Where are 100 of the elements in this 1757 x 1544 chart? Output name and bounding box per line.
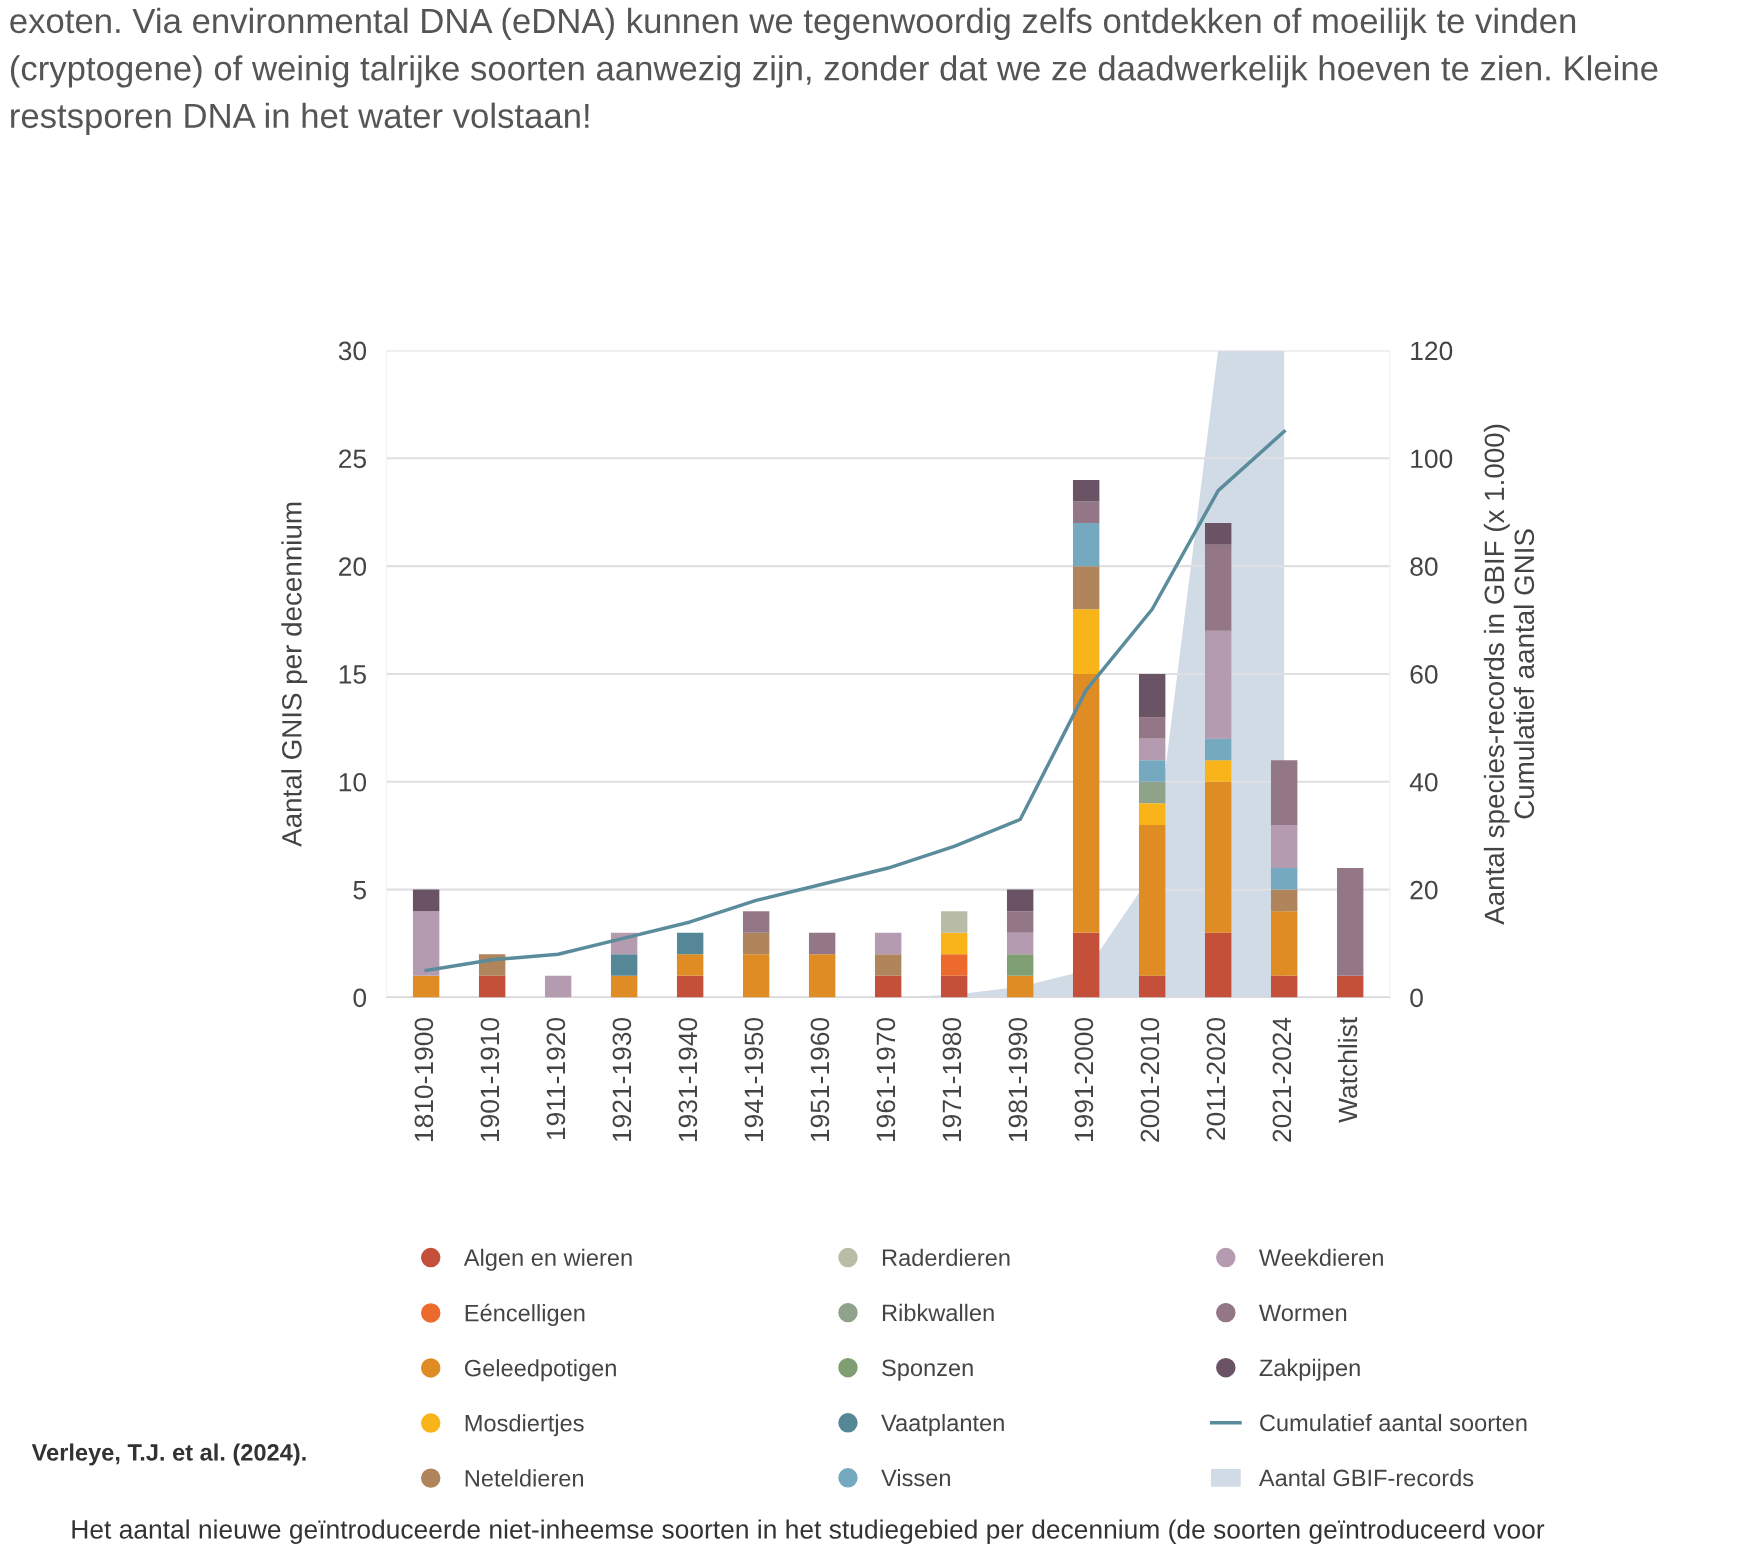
text: Het aantal nieuwe geïntroduceerde niet-inheemse soorten in het studiegebied per decennium (de soorten geïntroduceerd voor	[72, 1519, 1545, 1544]
legend-label: Mosdiertjes	[465, 1414, 584, 1437]
bar	[1072, 609, 1100, 674]
bar	[1204, 781, 1232, 933]
bar	[412, 889, 440, 912]
bar	[1138, 717, 1166, 739]
bar	[1270, 889, 1298, 912]
x-tick-label: 1911-1920	[546, 1017, 566, 1140]
x-tick-label: 1971-1980	[942, 1017, 962, 1142]
bar	[874, 932, 902, 955]
bar	[1072, 501, 1100, 523]
y-axis-title: Aantal GNIS per decennium	[281, 502, 308, 847]
legend-label: Algen en wieren	[463, 1248, 632, 1271]
bar	[808, 932, 836, 955]
bar	[412, 975, 440, 998]
legend-label: Neteldieren	[465, 1469, 584, 1487]
bar	[1006, 889, 1034, 912]
bar	[676, 975, 704, 998]
bar	[1270, 911, 1298, 976]
bar	[412, 911, 440, 976]
bar	[1270, 824, 1298, 869]
y-tick-label: 0	[353, 988, 367, 1008]
bar	[742, 932, 770, 955]
bar	[742, 954, 770, 998]
bar	[1138, 760, 1166, 782]
x-tick-label: 2001-2010	[1140, 1017, 1160, 1142]
bar	[1270, 760, 1298, 825]
bar	[1204, 760, 1232, 782]
y-tick-label: 30	[338, 341, 367, 361]
bar	[1204, 544, 1232, 631]
bar	[1204, 630, 1232, 739]
legend-label: Cumulatief aantal soorten	[1260, 1413, 1527, 1432]
x-tick-label: 2021-2024	[1272, 1017, 1292, 1142]
legend-label: Vissen	[881, 1468, 950, 1487]
y2-tick-label: 40	[1409, 772, 1438, 792]
y2-tick-label: 0	[1410, 988, 1423, 1008]
bar	[676, 932, 704, 955]
bar	[1138, 673, 1166, 718]
bar	[940, 911, 968, 933]
y-tick-label: 5	[353, 881, 366, 900]
bar	[1336, 975, 1364, 998]
y2-tick-label: 100	[1411, 449, 1453, 469]
bar	[1072, 932, 1100, 998]
bar	[1072, 523, 1100, 567]
legend-label: Weekdieren	[1258, 1248, 1383, 1267]
bar	[1138, 803, 1166, 825]
bar	[1072, 566, 1100, 610]
x-tick-label: 1951-1960	[810, 1017, 830, 1142]
x-tick-label: 2011-2020	[1206, 1017, 1226, 1140]
x-tick-label: 1810-1900	[414, 1017, 434, 1142]
legend-label: Wormen	[1258, 1304, 1347, 1322]
bar	[1072, 479, 1100, 502]
legend-label: Geleedpotigen	[464, 1359, 616, 1382]
legend-label: Eéncelligen	[465, 1303, 585, 1327]
bar	[610, 954, 638, 976]
legend-label: Raderdieren	[882, 1248, 1010, 1267]
bar	[1270, 868, 1298, 890]
legend-label: Zakpijpen	[1259, 1358, 1360, 1381]
bar	[1138, 738, 1166, 761]
x-tick-label: 1941-1950	[744, 1017, 764, 1142]
bar	[1072, 673, 1100, 933]
bar	[742, 911, 770, 933]
x-tick-label: 1931-1940	[678, 1017, 698, 1142]
bar	[610, 975, 638, 998]
y2-tick-label: 120	[1411, 341, 1453, 361]
bar	[544, 975, 572, 998]
y-tick-label: 15	[339, 665, 366, 684]
x-tick-label: 1921-1930	[612, 1017, 632, 1142]
bar	[1138, 975, 1166, 998]
y2-tick-label: 20	[1410, 880, 1438, 900]
x-tick-label: 1901-1910	[480, 1017, 500, 1142]
bar	[1006, 911, 1034, 933]
x-tick-label: 1991-2000	[1074, 1017, 1094, 1142]
bar	[1204, 738, 1232, 761]
legend-label: Ribkwallen	[882, 1303, 994, 1322]
y-tick-label: 20	[339, 557, 367, 576]
legend-label: Sponzen	[882, 1359, 973, 1381]
bar	[874, 954, 902, 976]
bar	[940, 975, 968, 998]
y2-tick-label: 80	[1410, 557, 1438, 576]
bar	[1336, 868, 1364, 976]
y-tick-label: 25	[339, 449, 366, 469]
x-tick-label: 1981-1990	[1008, 1017, 1028, 1142]
bar	[808, 954, 836, 998]
bar	[1204, 932, 1232, 998]
x-tick-label: Watchlist	[1337, 1017, 1358, 1123]
bar	[676, 954, 704, 976]
legend-label: Vaatplanten	[881, 1413, 1004, 1436]
bar	[1006, 932, 1034, 955]
y-tick-label: 10	[339, 772, 367, 792]
text: exoten. Via environmental DNA (eDNA) kunnen we tegenwoordig zelfs ontdekken of moeilijk te vinden (cryptogene) of weinig talrijke soorten aanwezig zijn, zonder dat we ze daadwerkelijk hoeven te zien. Kleine restsporen DNA in het water volstaan!	[10, 7, 1658, 136]
bar	[1270, 975, 1298, 998]
bar	[1006, 975, 1034, 998]
text: Verleye, T.J. et al. (2024).	[31, 1443, 306, 1466]
bar	[478, 975, 506, 998]
y2-axis-title: Aantal species-records in GBIF (x 1.000) Cumulatief aantal GNIS	[1483, 424, 1535, 925]
bar	[1138, 824, 1166, 976]
legend-label: Aantal GBIF-records	[1258, 1468, 1474, 1487]
bar	[1204, 523, 1232, 545]
y2-tick-label: 60	[1410, 665, 1438, 684]
